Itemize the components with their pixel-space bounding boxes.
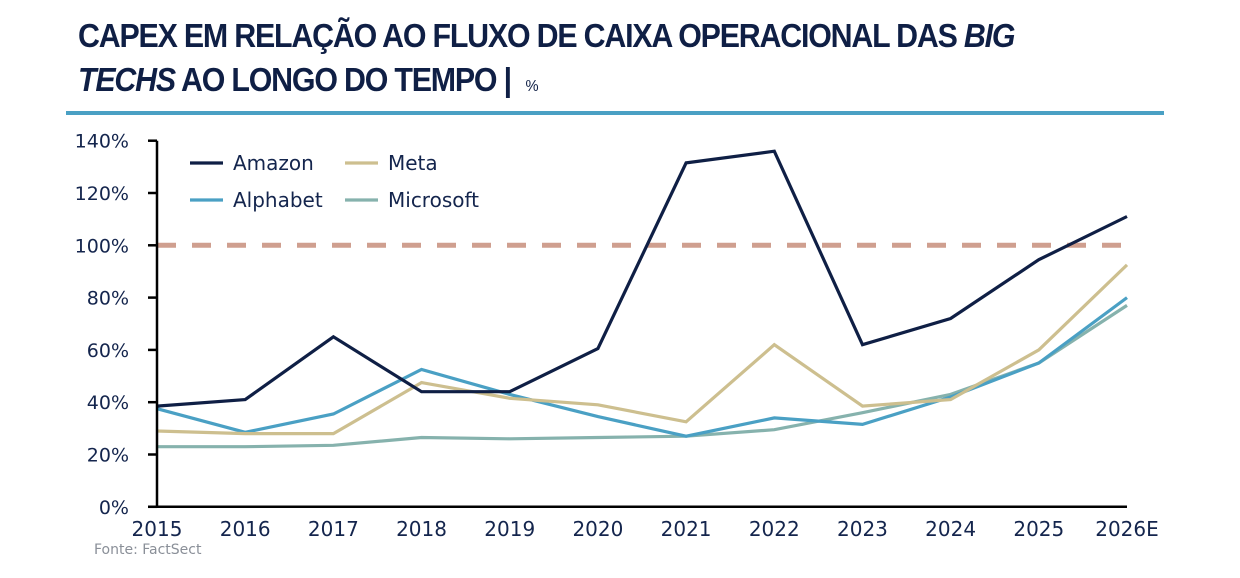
y-tick-label: 60% xyxy=(87,340,129,362)
series-line-alphabet xyxy=(156,296,1128,438)
title-italic-big: BIG xyxy=(963,17,1016,54)
series-line-amazon xyxy=(156,149,1128,408)
legend-item-meta: Meta xyxy=(345,151,438,175)
axes xyxy=(148,140,1127,509)
x-tick-label: 2015 xyxy=(132,517,183,541)
y-tick-label: 20% xyxy=(87,445,129,467)
y-tick-label: 0% xyxy=(99,497,129,519)
y-tick-label: 140% xyxy=(75,131,129,153)
legend-label: Meta xyxy=(388,151,438,175)
legend-item-microsoft: Microsoft xyxy=(345,188,479,212)
y-tick-label: 100% xyxy=(75,235,129,257)
legend-item-amazon: Amazon xyxy=(190,151,314,175)
legend-label: Amazon xyxy=(233,151,314,175)
x-tick-label: 2019 xyxy=(484,517,535,541)
series-line-meta xyxy=(156,263,1129,436)
title-text-1: CAPEX EM RELAÇÃO AO FLUXO DE CAIXA OPERA… xyxy=(78,17,964,54)
x-tick-labels: 2015 2016 2017 2018 2019 2020 2021 2022 2023 2024… xyxy=(132,517,1159,541)
source-note: Fonte: FactSect xyxy=(94,542,202,558)
x-tick-label: 2018 xyxy=(396,517,447,541)
x-tick-label: 2024 xyxy=(925,517,976,541)
legend-item-alphabet: Alphabet xyxy=(190,188,323,212)
x-tick-label: 2021 xyxy=(661,517,712,541)
legend-label: Alphabet xyxy=(233,188,323,212)
title-text-2: AO LONGO DO TEMPO | xyxy=(174,61,519,98)
x-tick-label: 2022 xyxy=(749,517,800,541)
x-tick-label: 2016 xyxy=(220,517,271,541)
y-tick-label: 120% xyxy=(75,183,129,205)
legend-label: Microsoft xyxy=(388,188,479,212)
series-line-microsoft xyxy=(157,304,1128,449)
x-tick-label: 2017 xyxy=(308,517,359,541)
x-tick-label: 2023 xyxy=(837,517,888,541)
y-ticks: 0% 20% 40% 60% 80% 100% 120% 140% xyxy=(75,131,157,519)
y-tick-label: 80% xyxy=(87,288,129,310)
title-italic-techs: TECHS xyxy=(78,61,176,98)
x-tick-label: 2025 xyxy=(1013,517,1064,541)
series-lines xyxy=(156,149,1129,449)
legend: Amazon Meta Alphabet Microsoft xyxy=(190,151,479,212)
title-unit: % xyxy=(525,78,539,95)
x-tick-label: 2026E xyxy=(1095,517,1159,541)
title-divider xyxy=(66,111,1164,115)
y-tick-label: 40% xyxy=(87,392,129,414)
chart-title: CAPEX EM RELAÇÃO AO FLUXO DE CAIXA OPERA… xyxy=(78,14,1090,109)
x-tick-label: 2020 xyxy=(572,517,623,541)
